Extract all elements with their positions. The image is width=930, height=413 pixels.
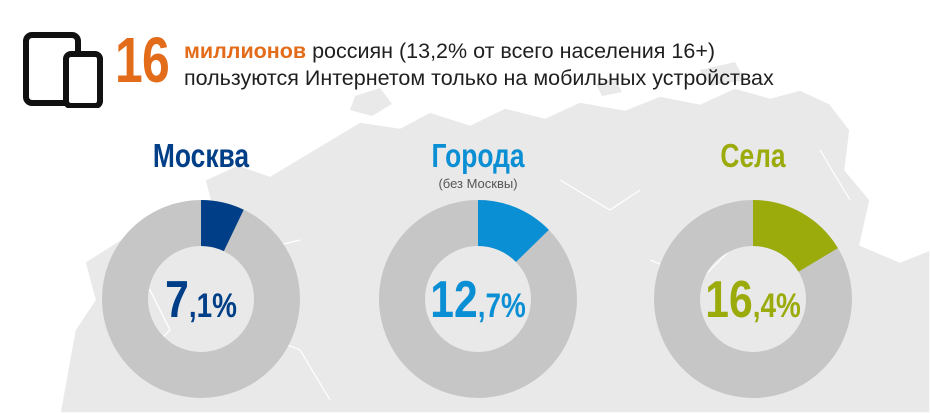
headline-line-2: пользуются Интернетом только на мобильны… bbox=[184, 66, 774, 90]
donut-value-label-cities: 12,7% bbox=[430, 271, 525, 329]
group-title-villages: Села bbox=[720, 137, 786, 174]
group-title-moscow: Москва bbox=[152, 137, 250, 174]
group-title-cities: Города bbox=[431, 137, 525, 174]
donut-slice-moscow bbox=[200, 200, 244, 252]
headline-number: 16 bbox=[115, 24, 170, 96]
map-island bbox=[700, 62, 745, 86]
headline: 16 миллионов россиян (13,2% от всего нас… bbox=[0, 0, 930, 110]
map-island bbox=[596, 78, 622, 96]
headline-line-1: миллионов россиян (13,2% от всего населе… bbox=[184, 39, 715, 64]
donut-slice-cities bbox=[477, 200, 549, 263]
headline-emphasis: миллионов bbox=[184, 39, 307, 63]
headline-line-1-rest: россиян (13,2% от всего населения 16+) bbox=[306, 39, 716, 63]
donut-value-label-moscow: 7,1% bbox=[165, 271, 237, 329]
donut-value-label-villages: 16,4% bbox=[705, 271, 800, 329]
tablet-and-phone-icon bbox=[23, 32, 103, 108]
donut-slice-villages bbox=[751, 200, 838, 273]
map-island bbox=[350, 88, 392, 116]
group-subtitle-cities: (без Москвы) bbox=[438, 176, 518, 191]
